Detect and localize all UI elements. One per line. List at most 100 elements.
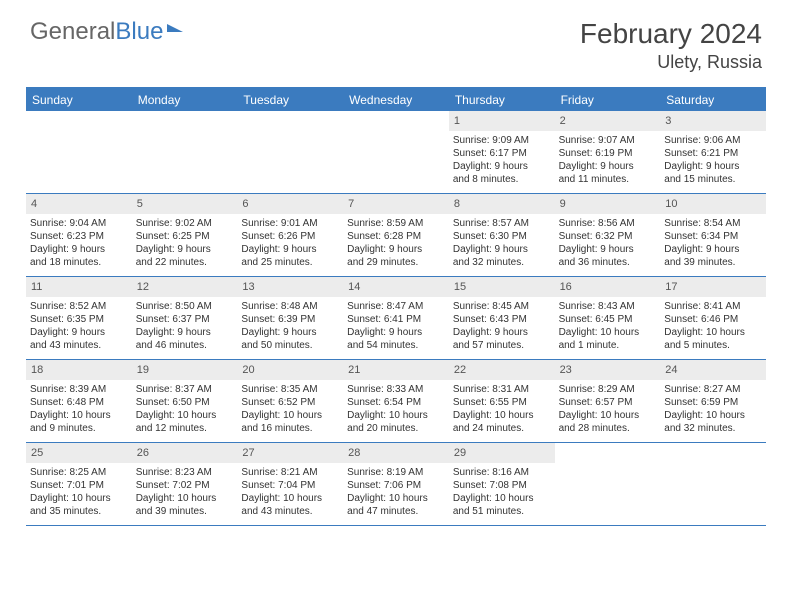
daylight-text: Daylight: 9 hours [453, 243, 551, 256]
sunrise-text: Sunrise: 8:31 AM [453, 383, 551, 396]
daylight-text: and 32 minutes. [664, 422, 762, 435]
daylight-text: and 25 minutes. [241, 256, 339, 269]
empty-cell [132, 111, 238, 193]
daylight-text: and 9 minutes. [30, 422, 128, 435]
day-number: 15 [449, 277, 555, 297]
daylight-text: and 35 minutes. [30, 505, 128, 518]
day-cell: 14Sunrise: 8:47 AMSunset: 6:41 PMDayligh… [343, 277, 449, 359]
brand-part2: Blue [115, 18, 163, 46]
week-row: 4Sunrise: 9:04 AMSunset: 6:23 PMDaylight… [26, 194, 766, 277]
calendar: SundayMondayTuesdayWednesdayThursdayFrid… [26, 87, 766, 526]
sunrise-text: Sunrise: 8:35 AM [241, 383, 339, 396]
day-number: 23 [555, 360, 661, 380]
brand-part1: General [30, 18, 115, 46]
day-number: 10 [660, 194, 766, 214]
day-number: 28 [343, 443, 449, 463]
day-cell: 11Sunrise: 8:52 AMSunset: 6:35 PMDayligh… [26, 277, 132, 359]
sunrise-text: Sunrise: 9:04 AM [30, 217, 128, 230]
day-number: 17 [660, 277, 766, 297]
daylight-text: Daylight: 9 hours [136, 326, 234, 339]
sunrise-text: Sunrise: 8:21 AM [241, 466, 339, 479]
sunset-text: Sunset: 6:46 PM [664, 313, 762, 326]
sunrise-text: Sunrise: 8:25 AM [30, 466, 128, 479]
sunset-text: Sunset: 6:55 PM [453, 396, 551, 409]
empty-cell [343, 111, 449, 193]
sunrise-text: Sunrise: 8:50 AM [136, 300, 234, 313]
day-cell: 15Sunrise: 8:45 AMSunset: 6:43 PMDayligh… [449, 277, 555, 359]
sunrise-text: Sunrise: 8:16 AM [453, 466, 551, 479]
sunset-text: Sunset: 6:28 PM [347, 230, 445, 243]
day-cell: 19Sunrise: 8:37 AMSunset: 6:50 PMDayligh… [132, 360, 238, 442]
week-row: 25Sunrise: 8:25 AMSunset: 7:01 PMDayligh… [26, 443, 766, 526]
daylight-text: Daylight: 9 hours [559, 243, 657, 256]
sunset-text: Sunset: 6:57 PM [559, 396, 657, 409]
day-cell: 2Sunrise: 9:07 AMSunset: 6:19 PMDaylight… [555, 111, 661, 193]
daylight-text: Daylight: 9 hours [453, 326, 551, 339]
sunrise-text: Sunrise: 8:48 AM [241, 300, 339, 313]
sunset-text: Sunset: 6:19 PM [559, 147, 657, 160]
day-cell: 3Sunrise: 9:06 AMSunset: 6:21 PMDaylight… [660, 111, 766, 193]
day-number: 4 [26, 194, 132, 214]
day-cell: 10Sunrise: 8:54 AMSunset: 6:34 PMDayligh… [660, 194, 766, 276]
daylight-text: and 16 minutes. [241, 422, 339, 435]
daylight-text: Daylight: 9 hours [241, 243, 339, 256]
daylight-text: Daylight: 10 hours [30, 492, 128, 505]
daylight-text: and 11 minutes. [559, 173, 657, 186]
sunrise-text: Sunrise: 9:01 AM [241, 217, 339, 230]
day-cell: 25Sunrise: 8:25 AMSunset: 7:01 PMDayligh… [26, 443, 132, 525]
daylight-text: and 5 minutes. [664, 339, 762, 352]
day-cell: 16Sunrise: 8:43 AMSunset: 6:45 PMDayligh… [555, 277, 661, 359]
day-number: 25 [26, 443, 132, 463]
logo-triangle-icon [167, 24, 183, 32]
sunrise-text: Sunrise: 8:41 AM [664, 300, 762, 313]
day-number: 16 [555, 277, 661, 297]
day-number: 2 [555, 111, 661, 131]
sunset-text: Sunset: 6:43 PM [453, 313, 551, 326]
day-number: 22 [449, 360, 555, 380]
daylight-text: and 12 minutes. [136, 422, 234, 435]
title-block: February 2024 Ulety, Russia [580, 18, 762, 73]
sunrise-text: Sunrise: 9:02 AM [136, 217, 234, 230]
daylight-text: Daylight: 9 hours [241, 326, 339, 339]
day-number: 27 [237, 443, 343, 463]
sunset-text: Sunset: 6:25 PM [136, 230, 234, 243]
daylight-text: Daylight: 9 hours [347, 243, 445, 256]
day-cell: 18Sunrise: 8:39 AMSunset: 6:48 PMDayligh… [26, 360, 132, 442]
day-cell: 21Sunrise: 8:33 AMSunset: 6:54 PMDayligh… [343, 360, 449, 442]
sunset-text: Sunset: 6:41 PM [347, 313, 445, 326]
day-number: 5 [132, 194, 238, 214]
day-number: 26 [132, 443, 238, 463]
daylight-text: Daylight: 9 hours [136, 243, 234, 256]
sunrise-text: Sunrise: 8:29 AM [559, 383, 657, 396]
daylight-text: Daylight: 10 hours [241, 492, 339, 505]
sunset-text: Sunset: 6:50 PM [136, 396, 234, 409]
day-cell: 13Sunrise: 8:48 AMSunset: 6:39 PMDayligh… [237, 277, 343, 359]
sunrise-text: Sunrise: 9:06 AM [664, 134, 762, 147]
daylight-text: Daylight: 9 hours [664, 160, 762, 173]
daylight-text: and 43 minutes. [241, 505, 339, 518]
day-cell: 22Sunrise: 8:31 AMSunset: 6:55 PMDayligh… [449, 360, 555, 442]
day-number: 6 [237, 194, 343, 214]
day-number: 18 [26, 360, 132, 380]
day-cell: 9Sunrise: 8:56 AMSunset: 6:32 PMDaylight… [555, 194, 661, 276]
sunrise-text: Sunrise: 8:59 AM [347, 217, 445, 230]
day-cell: 24Sunrise: 8:27 AMSunset: 6:59 PMDayligh… [660, 360, 766, 442]
day-number: 3 [660, 111, 766, 131]
weekday-header: Thursday [449, 89, 555, 111]
day-number: 19 [132, 360, 238, 380]
sunset-text: Sunset: 6:17 PM [453, 147, 551, 160]
sunset-text: Sunset: 6:37 PM [136, 313, 234, 326]
sunset-text: Sunset: 6:59 PM [664, 396, 762, 409]
daylight-text: and 24 minutes. [453, 422, 551, 435]
daylight-text: and 8 minutes. [453, 173, 551, 186]
sunrise-text: Sunrise: 8:39 AM [30, 383, 128, 396]
day-cell: 26Sunrise: 8:23 AMSunset: 7:02 PMDayligh… [132, 443, 238, 525]
daylight-text: Daylight: 9 hours [347, 326, 445, 339]
daylight-text: and 22 minutes. [136, 256, 234, 269]
sunset-text: Sunset: 6:45 PM [559, 313, 657, 326]
day-number: 11 [26, 277, 132, 297]
day-cell: 7Sunrise: 8:59 AMSunset: 6:28 PMDaylight… [343, 194, 449, 276]
day-cell: 8Sunrise: 8:57 AMSunset: 6:30 PMDaylight… [449, 194, 555, 276]
sunset-text: Sunset: 6:32 PM [559, 230, 657, 243]
daylight-text: and 29 minutes. [347, 256, 445, 269]
